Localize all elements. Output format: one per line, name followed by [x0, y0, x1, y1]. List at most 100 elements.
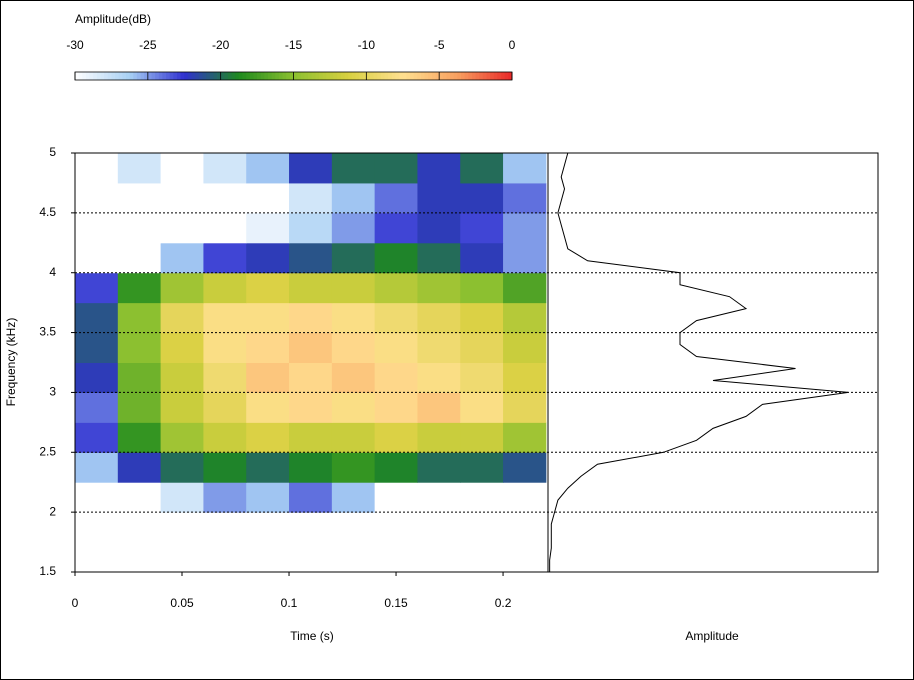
colorbar-swatch	[504, 72, 509, 80]
colorbar-swatch	[413, 72, 418, 80]
x-tick-label: 0.2	[495, 596, 512, 610]
heatmap-cell	[374, 302, 418, 334]
colorbar-tick-label: -20	[212, 38, 230, 52]
colorbar-swatch	[107, 72, 112, 80]
colorbar-swatch	[133, 72, 138, 80]
heatmap-cell	[374, 242, 418, 274]
heatmap-cell	[117, 542, 162, 573]
heatmap-cell	[203, 182, 247, 214]
heatmap-cell	[460, 242, 504, 274]
heatmap-cell	[331, 332, 376, 363]
colorbar-label: Amplitude(dB)	[75, 12, 151, 26]
heatmap-cell	[331, 302, 376, 334]
colorbar-swatch	[257, 72, 262, 80]
heatmap-cell	[331, 392, 376, 423]
colorbar-swatch	[173, 72, 178, 80]
heatmap-cell	[331, 272, 376, 304]
colorbar-tick-label: 0	[509, 38, 516, 52]
heatmap-cell	[117, 482, 162, 513]
colorbar-swatch	[268, 72, 273, 80]
heatmap-cell	[331, 542, 376, 573]
x-tick-label: 0	[72, 596, 79, 610]
heatmap-cell	[75, 542, 119, 573]
heatmap-cell	[246, 392, 290, 423]
colorbar-swatch	[461, 72, 466, 80]
heatmap-cell	[75, 392, 119, 423]
heatmap-cell	[331, 242, 376, 274]
colorbar-swatch	[318, 72, 324, 80]
colorbar-swatch	[75, 72, 80, 80]
colorbar-swatch	[359, 72, 364, 80]
x-axis-label: Amplitude	[685, 629, 739, 643]
colorbar-swatch	[231, 72, 236, 80]
heatmap-cell	[460, 452, 504, 483]
heatmap-cell	[374, 153, 418, 184]
heatmap-cell	[417, 512, 461, 543]
colorbar-swatch	[253, 72, 258, 80]
colorbar-swatch	[125, 72, 131, 80]
colorbar-swatch	[482, 72, 487, 80]
heatmap-cell	[503, 332, 547, 363]
heatmap-cell	[203, 153, 247, 184]
heatmap-cell	[417, 392, 461, 423]
heatmap-cell	[460, 512, 504, 543]
heatmap-cell	[203, 422, 247, 453]
colorbar-swatch	[278, 72, 283, 80]
x-axis-label: Time (s)	[290, 629, 334, 643]
colorbar-swatch	[166, 72, 171, 80]
colorbar-swatch	[104, 72, 109, 80]
colorbar-swatch	[475, 72, 480, 80]
colorbar-swatch	[227, 72, 232, 80]
colorbar-swatch	[493, 72, 498, 80]
colorbar-swatch	[351, 72, 356, 80]
heatmap-cell	[289, 422, 333, 453]
colorbar-swatch	[209, 72, 214, 80]
colorbar-swatch	[435, 72, 440, 80]
colorbar-swatch	[96, 72, 101, 80]
heatmap-cell	[503, 422, 547, 453]
y-tick-label: 2.5	[39, 444, 56, 458]
heatmap-cell	[417, 452, 461, 483]
colorbar-swatch	[377, 72, 382, 80]
heatmap-cell	[75, 212, 119, 244]
colorbar-swatch	[431, 72, 436, 80]
heatmap-cell	[246, 422, 290, 453]
colorbar-swatch	[344, 72, 349, 80]
heatmap-cell	[374, 362, 418, 393]
colorbar-swatch	[326, 72, 331, 80]
heatmap-cell	[203, 482, 247, 513]
heatmap-cell	[117, 153, 162, 184]
colorbar-swatch	[315, 72, 320, 80]
y-tick-label: 2	[49, 504, 56, 518]
colorbar-swatch	[155, 72, 160, 80]
heatmap-cell	[417, 212, 461, 244]
heatmap-cell	[117, 242, 162, 274]
heatmap-cell	[289, 392, 333, 423]
colorbar-swatch	[406, 72, 411, 80]
heatmap-cell	[203, 392, 247, 423]
heatmap-cell	[503, 212, 547, 244]
heatmap-cell	[460, 332, 504, 363]
colorbar-swatch	[395, 72, 400, 80]
heatmap-cell	[503, 302, 547, 334]
heatmap-cell	[417, 422, 461, 453]
y-tick-label: 4	[49, 265, 56, 279]
heatmap-cell	[75, 272, 119, 304]
colorbar-swatch	[373, 72, 378, 80]
colorbar-tick-label: -25	[139, 38, 157, 52]
colorbar-swatch	[420, 72, 425, 80]
heatmap-cell	[374, 482, 418, 513]
colorbar-swatch	[129, 72, 134, 80]
heatmap-cell	[503, 542, 547, 573]
heatmap-cell	[75, 332, 119, 363]
heatmap-cell	[246, 242, 290, 274]
heatmap-cell	[246, 153, 290, 184]
heatmap-cell	[75, 302, 119, 334]
heatmap-cell	[117, 422, 162, 453]
colorbar-swatch	[286, 72, 291, 80]
colorbar-swatch	[439, 72, 444, 80]
colorbar-swatch	[402, 72, 407, 80]
plot-frame	[547, 152, 879, 573]
colorbar-swatch	[479, 72, 484, 80]
